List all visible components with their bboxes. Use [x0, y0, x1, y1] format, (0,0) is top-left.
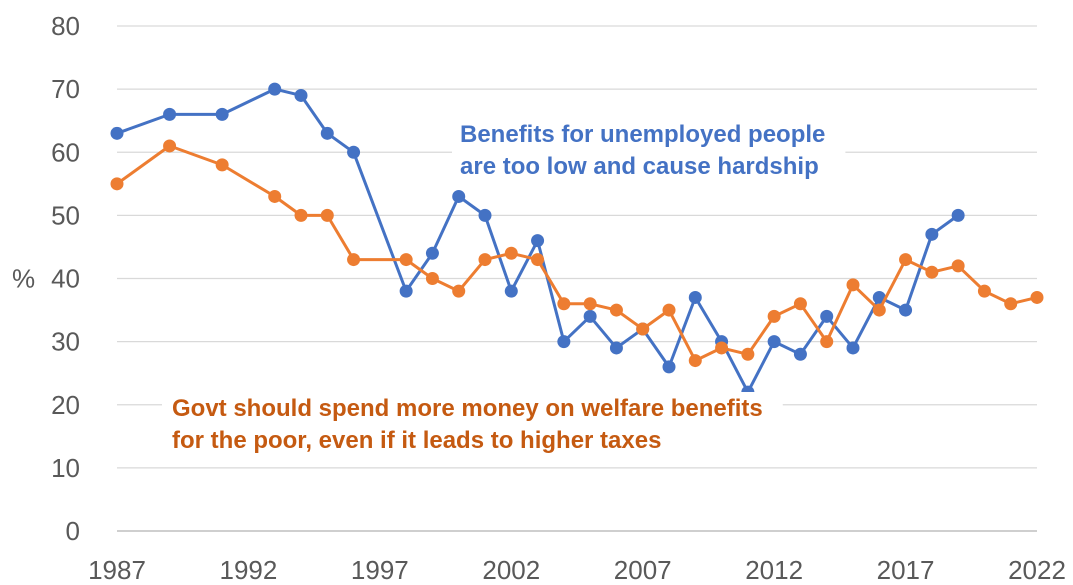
x-tick-labels: 1987 1992 1997 2002 2007 2012 2017 2022: [88, 555, 1066, 585]
data-point: [110, 177, 124, 191]
data-point: [899, 303, 913, 317]
data-point: [1030, 290, 1044, 304]
x-tick-label: 2022: [1008, 555, 1066, 585]
data-point: [741, 347, 755, 361]
data-point: [636, 322, 650, 336]
data-point: [951, 259, 965, 273]
data-point: [399, 284, 413, 298]
data-point: [662, 360, 676, 374]
annotation-background: [162, 392, 783, 458]
y-tick-label: 20: [51, 390, 80, 420]
data-point: [163, 139, 177, 153]
data-point: [163, 107, 177, 121]
data-point: [846, 341, 860, 355]
data-point: [110, 126, 124, 140]
data-point: [531, 234, 545, 248]
data-point: [609, 341, 623, 355]
y-tick-label: 40: [51, 264, 80, 294]
x-tick-label: 1987: [88, 555, 146, 585]
data-point: [452, 189, 466, 203]
x-tick-label: 2017: [877, 555, 935, 585]
y-tick-label: 10: [51, 453, 80, 483]
data-point: [609, 303, 623, 317]
y-axis-label: %: [12, 264, 35, 294]
annotation-line: Govt should spend more money on welfare …: [172, 395, 763, 422]
data-point: [478, 208, 492, 222]
data-point: [504, 246, 518, 260]
data-point: [347, 253, 361, 267]
annotation-line: Benefits for unemployed people: [460, 121, 825, 148]
annotation-welfare-spending: Govt should spend more money on welfare …: [162, 392, 783, 458]
data-point: [846, 278, 860, 292]
y-tick-label: 30: [51, 327, 80, 357]
data-point: [531, 253, 545, 267]
data-point: [425, 272, 439, 285]
x-tick-label: 2012: [745, 555, 803, 585]
data-point: [294, 208, 308, 222]
data-point: [872, 303, 886, 317]
data-point: [504, 284, 518, 298]
series-line: [116, 144, 1038, 363]
data-point: [478, 253, 492, 267]
data-point: [215, 158, 229, 172]
data-point: [715, 341, 729, 355]
y-tick-label: 60: [51, 137, 80, 167]
data-point: [557, 335, 571, 349]
data-point: [1004, 297, 1018, 311]
data-point: [320, 126, 334, 140]
data-point: [767, 309, 781, 323]
data-point: [320, 208, 334, 222]
data-point: [925, 227, 939, 241]
data-point: [347, 145, 361, 159]
data-point: [583, 309, 597, 323]
data-point: [688, 354, 702, 368]
y-tick-label: 80: [51, 11, 80, 41]
data-point: [557, 297, 571, 311]
data-point: [767, 335, 781, 349]
data-point: [268, 189, 282, 203]
y-tick-label: 0: [66, 516, 80, 546]
y-tick-label: 50: [51, 200, 80, 230]
data-point: [951, 208, 965, 222]
series-layer: [110, 82, 1044, 399]
x-tick-label: 1992: [220, 555, 278, 585]
annotation-line: for the poor, even if it leads to higher…: [172, 427, 661, 454]
data-point: [793, 347, 807, 361]
data-point: [583, 297, 597, 311]
data-point: [425, 246, 439, 260]
data-point: [215, 107, 229, 121]
data-point: [688, 290, 702, 304]
x-tick-label: 1997: [351, 555, 409, 585]
data-point: [294, 88, 308, 102]
data-point: [925, 265, 939, 279]
data-point: [452, 284, 466, 298]
data-point: [399, 253, 413, 267]
data-point: [662, 303, 676, 317]
x-tick-label: 2007: [614, 555, 672, 585]
y-tick-label: 70: [51, 74, 80, 104]
data-point: [977, 284, 991, 298]
data-point: [793, 297, 807, 311]
data-point: [899, 253, 913, 267]
x-tick-label: 2002: [482, 555, 540, 585]
data-point: [268, 82, 282, 96]
annotation-line: are too low and cause hardship: [460, 153, 819, 180]
series-1: [110, 139, 1044, 368]
annotation-background: [452, 118, 846, 184]
annotation-unemployed-benefits: Benefits for unemployed people are too lo…: [452, 118, 846, 184]
data-point: [820, 335, 834, 349]
data-point: [820, 309, 834, 323]
y-tick-labels: 0 10 20 30 40 50 60 70 80: [51, 11, 80, 546]
